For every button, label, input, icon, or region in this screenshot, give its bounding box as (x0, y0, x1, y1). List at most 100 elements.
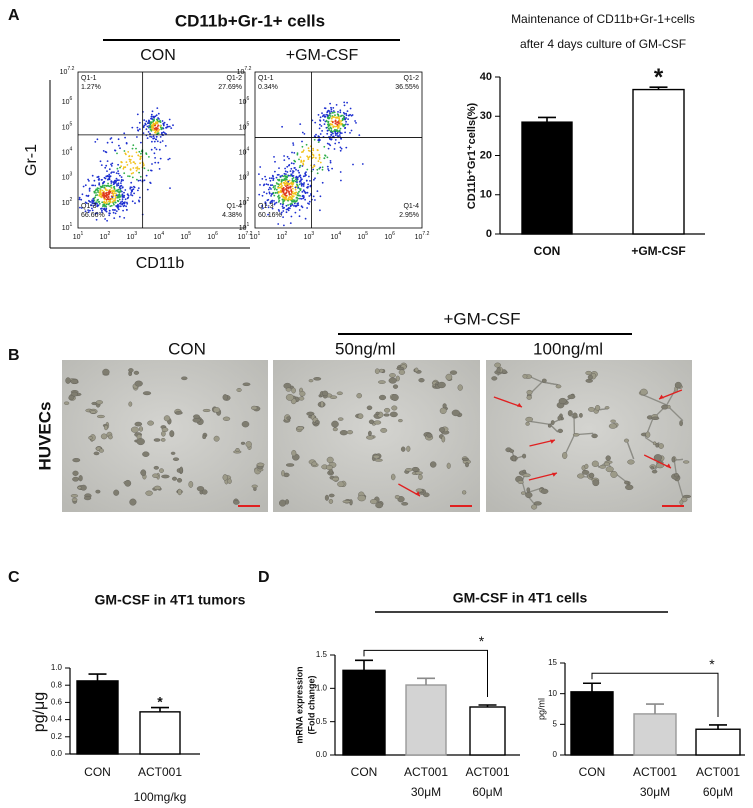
cell-dot (282, 179, 285, 182)
cell (332, 476, 340, 482)
cell-dot (291, 177, 294, 180)
row-label: HUVECs (35, 402, 54, 471)
image-label: CON (168, 339, 206, 358)
cell (429, 461, 437, 468)
tick-base: 10 (415, 234, 423, 241)
cell-dot (326, 115, 329, 117)
cell (555, 384, 562, 389)
cell-dot (135, 167, 137, 169)
tick-exponent: 1 (247, 222, 250, 228)
cell-dot (297, 192, 299, 195)
cell-dot (88, 180, 90, 182)
micrograph (486, 360, 692, 512)
cell-dot (120, 178, 123, 181)
cell-dot (111, 196, 114, 199)
cell-dot (286, 186, 288, 189)
cell-dot (108, 209, 111, 212)
cell (415, 488, 423, 493)
cell-dot (126, 202, 129, 205)
cell-dot (306, 186, 309, 189)
cell-dot (138, 167, 141, 170)
y-tick-label: 0.0 (316, 750, 328, 759)
cell-dot (93, 202, 96, 205)
cell-dot (129, 187, 132, 190)
cell-dot (91, 174, 94, 177)
cell (437, 381, 446, 389)
cell-dot (131, 176, 134, 179)
bar (633, 713, 677, 756)
cell-dot (120, 176, 123, 179)
cell-dot (163, 121, 166, 124)
cell-dot (291, 174, 293, 177)
cell-dot (105, 175, 108, 178)
cell-dot (121, 202, 124, 205)
flow-x-tick-label: 104 (331, 231, 342, 241)
cell-dot (147, 122, 149, 124)
cell (72, 470, 79, 476)
cell-dot (302, 197, 305, 200)
cell-dot (343, 104, 346, 107)
cell-dot (113, 190, 116, 193)
cell (72, 458, 81, 463)
cell-dot (328, 143, 330, 146)
cell-dot (330, 110, 333, 113)
cell-dot (120, 182, 122, 185)
cell-dot (109, 198, 112, 200)
cell-dot (104, 166, 107, 169)
significance-mark: * (709, 656, 715, 672)
tick-base: 10 (239, 99, 247, 106)
cell (591, 460, 599, 467)
cell-dot (328, 117, 330, 120)
y-axis-label: pg/μg (31, 692, 48, 732)
cell (285, 394, 294, 401)
cell-dot (150, 115, 153, 118)
cell-dot (118, 205, 120, 208)
cell (241, 421, 250, 428)
cell (245, 441, 252, 448)
cell (603, 461, 610, 467)
quadrant-percent: 0.34% (258, 84, 278, 91)
cell-dot (328, 137, 331, 140)
cell-dot (109, 138, 112, 140)
cell-dot (286, 171, 289, 173)
cell (522, 453, 527, 459)
cell-dot (323, 123, 326, 125)
cell-dot (296, 179, 298, 182)
cell-dot (152, 135, 155, 138)
cell-dot (165, 126, 168, 129)
cell (251, 405, 258, 410)
cell (522, 473, 531, 478)
tick-base: 10 (62, 124, 70, 131)
cell-dot (290, 167, 293, 170)
cell-dot (151, 124, 153, 127)
cell-dot (262, 207, 264, 210)
cell-dot (112, 211, 115, 214)
cell-dot (139, 162, 142, 165)
cell (324, 494, 329, 501)
cell-dot (331, 120, 334, 123)
cell-dot (99, 160, 102, 163)
cell (181, 376, 188, 381)
flow-x-tick-label: 106 (384, 231, 395, 241)
cell (605, 466, 614, 473)
cell-dot (294, 180, 297, 183)
tick-exponent: 6 (70, 97, 73, 103)
cell-dot (285, 211, 288, 214)
cell-dot (281, 179, 283, 182)
cell-dot (87, 209, 89, 212)
cell-dot (282, 191, 285, 194)
cell-dot (312, 166, 314, 169)
cell-dot (95, 201, 98, 204)
cell (398, 419, 403, 423)
cell-dot (110, 182, 113, 184)
tick-base: 10 (239, 200, 247, 207)
cell (222, 416, 231, 421)
tick-exponent: 2 (70, 197, 73, 203)
cell-dot (122, 205, 125, 208)
flow-x-tick-label: 103 (304, 231, 315, 241)
significance-mark: * (479, 633, 485, 649)
cell (588, 472, 595, 479)
cell-dot (113, 180, 116, 183)
cell (72, 476, 79, 482)
cell (525, 492, 533, 499)
